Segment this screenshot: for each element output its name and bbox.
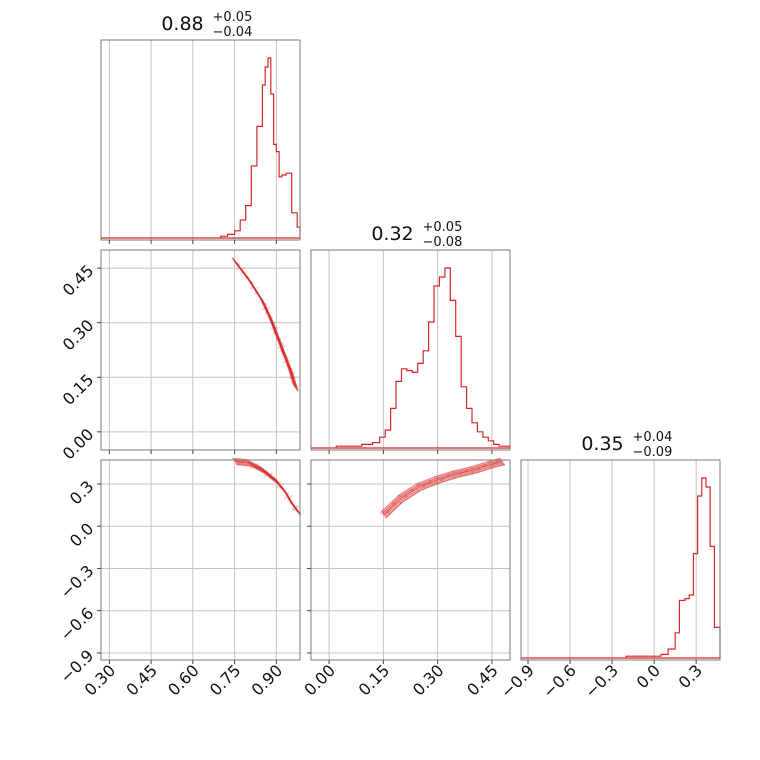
scatter-point: [235, 267, 239, 271]
scatter-point: [281, 482, 284, 486]
hist-panel-2: 0.32 +0.05−0.08: [310, 220, 511, 454]
scatter-point: [289, 494, 293, 498]
scatter-point: [275, 485, 279, 488]
panel-frame: [520, 459, 721, 661]
contour-line: [235, 261, 298, 390]
contour-line: [382, 460, 503, 516]
x-tick-label: −0.9: [497, 661, 538, 702]
contour-line: [233, 459, 299, 512]
y-tick-label: 0.3: [66, 477, 97, 508]
panel-frame: [100, 459, 301, 661]
scatter-point: [263, 474, 267, 478]
y-tick-label: 0.15: [59, 370, 98, 409]
contour-line: [236, 463, 302, 516]
x-tick-label: 0.45: [463, 661, 502, 700]
contour-line: [384, 463, 506, 519]
panel-2d-2: [97, 457, 302, 664]
contour-line: [235, 462, 301, 515]
y-tick-label: −0.6: [56, 604, 97, 645]
hist-step-2: [335, 267, 511, 448]
scatter-point: [379, 511, 383, 515]
y-tick-label: 0.0: [66, 519, 97, 550]
scatter-point: [296, 505, 300, 508]
scatter-point: [277, 346, 281, 350]
x-tick-label: 0.3: [675, 661, 706, 692]
y-tick-label: 0.30: [59, 316, 98, 355]
contour-line: [381, 459, 502, 514]
scatter-point: [282, 344, 286, 348]
x-tick-label: 0.45: [122, 661, 161, 700]
panel-frame: [100, 249, 301, 451]
contour-line: [234, 260, 297, 389]
panel-frame: [310, 249, 511, 451]
x-tick-label: 0.15: [355, 661, 394, 700]
hist-panel-3: 0.35 +0.04−0.09: [520, 430, 721, 664]
x-tick-label: 0.60: [164, 661, 203, 700]
contour-line: [380, 457, 501, 513]
scatter-point: [242, 266, 245, 270]
param-title-minus: −0.04: [213, 25, 253, 40]
scatter-point: [283, 360, 286, 364]
y-tick-label: 0.45: [59, 261, 98, 300]
contour-line: [383, 462, 504, 517]
y-tick-label: 0.00: [59, 425, 98, 464]
x-tick-label: 0.0: [633, 661, 664, 692]
scatter-point: [291, 508, 295, 511]
x-tick-label: −0.3: [581, 661, 622, 702]
x-tick-label: 0.75: [206, 661, 245, 700]
panel-frame: [100, 39, 301, 241]
param-title-plus: +0.05: [423, 220, 463, 235]
scatter-point: [267, 306, 271, 310]
param-title-minus: −0.09: [633, 445, 673, 460]
panel-2d-3: [307, 457, 511, 664]
param-title-2: 0.32: [371, 223, 413, 245]
scatter-point: [270, 326, 273, 330]
param-title-plus: +0.05: [213, 10, 253, 25]
hist-panel-1: 0.88 +0.05−0.04: [100, 10, 301, 244]
x-tick-label: −0.6: [539, 661, 580, 702]
scatter-point: [275, 326, 279, 330]
scatter-point: [261, 307, 265, 311]
panel-frame: [310, 459, 511, 661]
contour-line: [234, 460, 300, 513]
hist-step-1: [220, 57, 301, 238]
scatter-point: [249, 286, 253, 290]
scatter-point: [288, 359, 291, 363]
param-title-minus: −0.08: [423, 235, 463, 250]
scatter-point: [256, 286, 259, 290]
param-title-plus: +0.04: [633, 430, 673, 445]
x-tick-label: 0.00: [300, 661, 339, 700]
x-tick-label: 0.90: [248, 661, 287, 700]
param-title-1: 0.88: [161, 13, 203, 35]
y-tick-label: −0.3: [56, 561, 97, 602]
scatter-point: [284, 496, 287, 500]
hist-step-3: [625, 477, 721, 658]
param-title-3: 0.35: [581, 433, 623, 455]
scatter-point: [269, 472, 273, 475]
contour-line: [236, 263, 299, 392]
panel-2d-1: [97, 249, 301, 454]
contour-line: [231, 257, 295, 386]
x-tick-label: 0.30: [409, 661, 448, 700]
